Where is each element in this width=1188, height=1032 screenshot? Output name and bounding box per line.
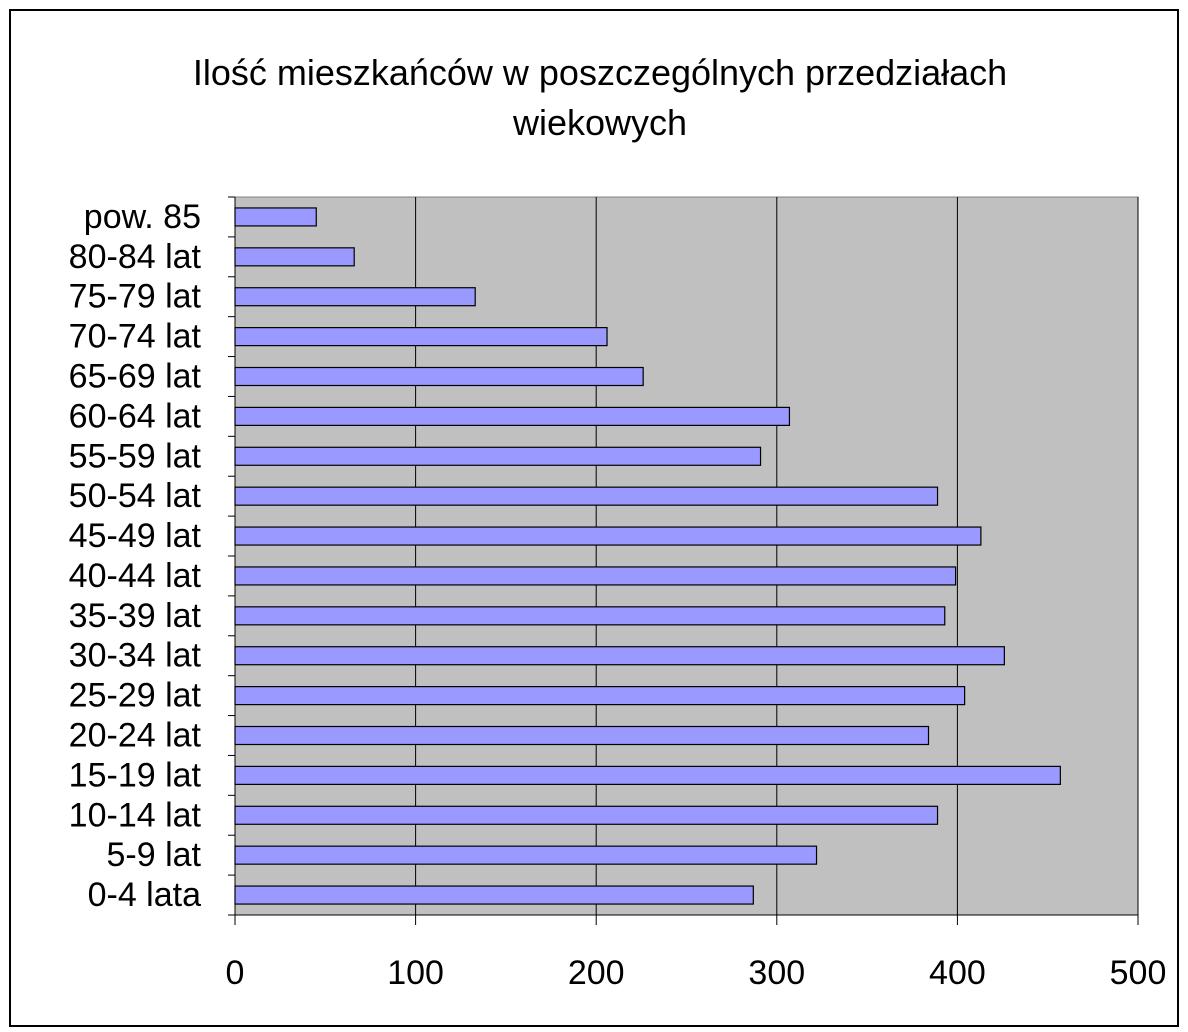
x-tick-label: 400 [929,954,986,992]
bar [234,486,939,506]
bar [234,646,1005,666]
bar [234,366,644,387]
y-tick-label: 50-54 lat [69,477,202,515]
x-tick-label: 100 [387,954,444,992]
bar [234,805,939,825]
y-tick-label: 60-64 lat [69,397,202,435]
y-tick-label: 15-19 lat [69,756,202,794]
bar [234,606,946,626]
chart-title: Ilość mieszkańców w poszczególnych przed… [192,52,1008,143]
y-tick-label: 30-34 lat [69,637,202,675]
y-tick-label: 5-9 lat [107,836,202,874]
x-tick-label: 0 [226,954,245,992]
bar [234,327,608,347]
y-tick-label: 20-24 lat [69,716,202,754]
bar [234,406,791,426]
bar [234,207,317,227]
plot-area [234,196,1139,916]
bar [234,765,1061,785]
y-tick-label: 80-84 lat [69,238,202,276]
y-tick-label: 75-79 lat [69,278,202,316]
y-tick-label: 0-4 lata [88,876,201,914]
y-tick-label: 65-69 lat [69,357,202,395]
bar [234,885,754,905]
y-tick-label: 55-59 lat [69,437,202,475]
y-tick-label: 10-14 lat [69,796,202,834]
y-tick-label: pow. 85 [84,198,201,236]
bar [234,287,476,307]
bar [234,725,930,746]
x-tick-label: 200 [568,954,625,992]
bar [234,446,762,466]
bar [234,566,957,586]
y-tick-label: 70-74 lat [69,318,202,356]
bar [234,845,818,865]
y-tick-label: 40-44 lat [69,557,202,595]
bar [234,526,982,546]
bar [234,686,966,706]
y-tick-label: 35-39 lat [69,597,202,635]
y-tick-label: 25-29 lat [69,677,202,715]
y-tick-label: 45-49 lat [69,517,202,555]
x-tick-label: 300 [748,954,805,992]
x-tick-label: 500 [1110,954,1167,992]
bar [234,247,355,267]
